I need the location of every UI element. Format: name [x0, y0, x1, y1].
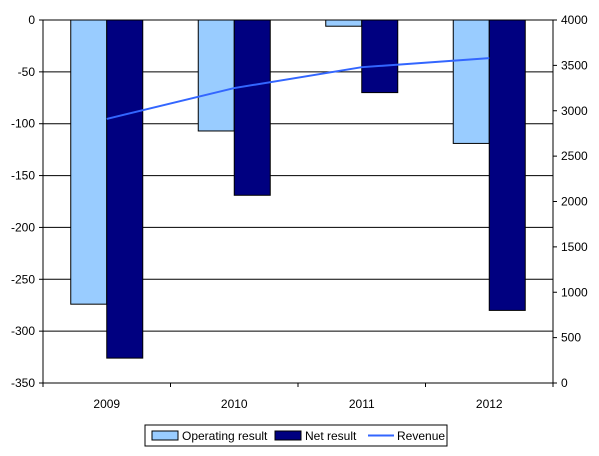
bar-operating-result-2011 [325, 19, 363, 27]
left-tick-label-7: -350 [11, 376, 35, 390]
legend: Operating result Net result Revenue [144, 424, 448, 447]
right-tick-label-6: 1000 [561, 285, 588, 299]
left-tick-label-5: -250 [11, 272, 35, 286]
legend-swatch-operating-result [151, 430, 179, 441]
x-tick-label-2011: 2011 [349, 397, 375, 411]
left-tick-label-6: -300 [11, 324, 35, 338]
right-tick-label-4: 2000 [561, 195, 588, 209]
axes: 0 -50 -100 -150 -200 -250 -300 -350 4000 3500 3000… [11, 13, 588, 411]
bar-net-result-2011 [361, 19, 399, 94]
revenue-line [106, 57, 490, 120]
left-tick-label-2: -100 [11, 117, 35, 131]
bar-operating-result-2010 [197, 19, 235, 132]
right-tick-label-8: 0 [561, 376, 568, 390]
left-tick-label-0: 0 [28, 13, 35, 27]
bar-net-result-2009 [106, 19, 144, 359]
legend-label-operating-result: Operating result [182, 429, 268, 443]
revenue-line-group [106, 57, 490, 120]
bar-net-result-2012 [488, 19, 526, 311]
right-tick-label-5: 1500 [561, 240, 588, 254]
legend-label-net-result: Net result [305, 429, 357, 443]
bar-operating-result-2012 [452, 19, 490, 144]
bar-net-result-2010 [233, 19, 271, 196]
right-tick-label-3: 2500 [561, 149, 588, 163]
left-tick-label-3: -150 [11, 169, 35, 183]
bar-operating-result-2009 [70, 19, 108, 305]
x-tick-label-2012: 2012 [476, 397, 503, 411]
legend-swatch-net-result [274, 430, 302, 441]
right-tick-label-0: 4000 [561, 13, 588, 27]
right-tick-label-2: 3000 [561, 104, 588, 118]
x-tick-label-2009: 2009 [93, 397, 120, 411]
x-tick-label-2010: 2010 [221, 397, 248, 411]
left-tick-label-1: -50 [18, 65, 36, 79]
right-tick-label-1: 3500 [561, 58, 588, 72]
left-tick-label-4: -200 [11, 220, 35, 234]
bars [70, 19, 526, 359]
right-tick-label-7: 500 [561, 331, 581, 345]
legend-label-revenue: Revenue [397, 429, 445, 443]
